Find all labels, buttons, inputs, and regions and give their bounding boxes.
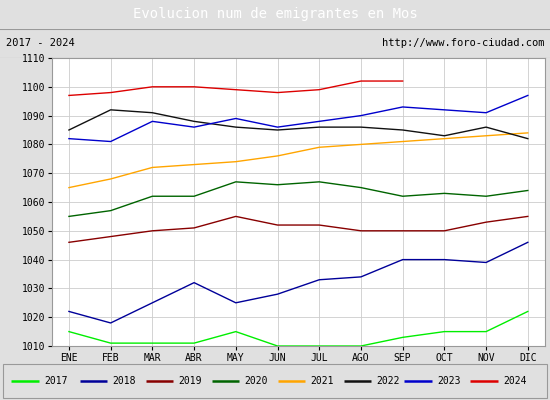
Text: 2017: 2017 [44,376,68,386]
Text: 2018: 2018 [113,376,136,386]
Text: 2023: 2023 [437,376,461,386]
Text: Evolucion num de emigrantes en Mos: Evolucion num de emigrantes en Mos [133,7,417,21]
Text: 2024: 2024 [503,376,527,386]
Text: 2017 - 2024: 2017 - 2024 [6,38,74,48]
Text: 2021: 2021 [311,376,334,386]
Bar [3,364,547,398]
Text: 2020: 2020 [245,376,268,386]
Text: http://www.foro-ciudad.com: http://www.foro-ciudad.com [382,38,544,48]
Text: 2022: 2022 [377,376,400,386]
Text: 2019: 2019 [179,376,202,386]
